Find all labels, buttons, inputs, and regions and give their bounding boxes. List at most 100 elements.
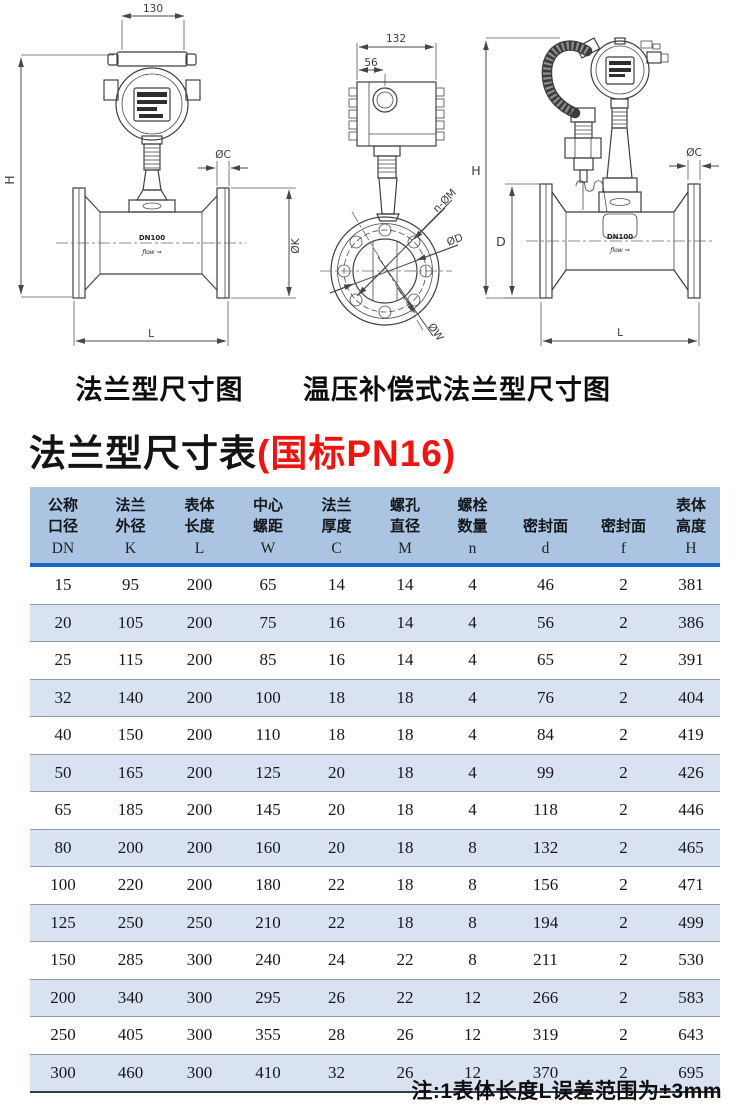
dim-label-n-om: n-ØM bbox=[431, 187, 459, 215]
header-text: DN bbox=[51, 540, 75, 557]
table-cell: 355 bbox=[234, 1016, 302, 1055]
table-cell: 22 bbox=[302, 866, 371, 905]
table-row-dn-200: 200 340 300 295 26 22 12 266 2 583 bbox=[30, 979, 720, 1017]
header-text: n bbox=[468, 540, 477, 557]
table-cell: 18 bbox=[371, 791, 439, 830]
table-cell: 26 bbox=[371, 1054, 439, 1093]
table-cell: 15 bbox=[30, 565, 96, 605]
dim-label-d: D bbox=[496, 234, 506, 249]
flow-logo: ƒlow ⇒ bbox=[141, 249, 161, 256]
table-cell: 20 bbox=[30, 604, 96, 642]
column-header-DN: 公称 口径 DN bbox=[30, 487, 96, 567]
dim-label-oc-left: ØC bbox=[215, 149, 231, 161]
table-cell: 65 bbox=[234, 565, 302, 605]
table-row-dn-125: 125 250 250 210 22 18 8 194 2 499 bbox=[30, 904, 720, 942]
table-cell: 2 bbox=[585, 1016, 662, 1055]
table-cell: 404 bbox=[662, 679, 720, 717]
table-cell: 386 bbox=[662, 604, 720, 642]
table-cell: 4 bbox=[439, 754, 506, 792]
table-cell: 8 bbox=[439, 941, 506, 980]
table-cell: 2 bbox=[585, 979, 662, 1017]
table-cell: 370 bbox=[506, 1054, 585, 1093]
table-cell: 295 bbox=[234, 979, 302, 1017]
table-cell: 200 bbox=[165, 866, 234, 905]
table-cell: 18 bbox=[302, 679, 371, 717]
table-header-row: 公称 口径 DN 法兰 外径 K 表体 长度 L 中心 螺距 W 法兰 厚度 C 螺孔 直径 M 螺栓 数量 n 密封面 d… bbox=[30, 487, 720, 567]
dim-label-oc-right: ØC bbox=[686, 147, 702, 159]
header-text: W bbox=[260, 540, 276, 557]
table-cell: 381 bbox=[662, 565, 720, 605]
table-title-standard: (国标PN16) bbox=[257, 433, 457, 474]
table-cell: 194 bbox=[506, 904, 585, 942]
table-row-dn-300: 300 460 300 410 32 26 12 370 2 695 bbox=[30, 1054, 720, 1093]
table-cell: 26 bbox=[371, 1016, 439, 1055]
table-cell: 132 bbox=[506, 829, 585, 867]
table-cell: 12 bbox=[439, 979, 506, 1017]
table-cell: 22 bbox=[302, 904, 371, 942]
table-cell: 14 bbox=[302, 565, 371, 605]
table-cell: 2 bbox=[585, 754, 662, 792]
header-text: 密封面 bbox=[522, 518, 568, 535]
table-body: 15 95 200 65 14 14 4 46 2 381 20 105 200 75 16 14 4 56 2 38… bbox=[30, 565, 720, 1093]
table-cell: 446 bbox=[662, 791, 720, 830]
table-cell: 160 bbox=[234, 829, 302, 867]
header-text: 法兰 bbox=[115, 497, 146, 514]
table-row-dn-32: 32 140 200 100 18 18 4 76 2 404 bbox=[30, 679, 720, 717]
column-header-W: 中心 螺距 W bbox=[234, 487, 302, 567]
dim-label-h-left: H bbox=[2, 175, 17, 184]
table-row-dn-50: 50 165 200 125 20 18 4 99 2 426 bbox=[30, 754, 720, 792]
table-cell: 2 bbox=[585, 716, 662, 755]
table-cell: 65 bbox=[506, 641, 585, 680]
height-diameter-dims: H D bbox=[471, 37, 560, 299]
table-cell: 18 bbox=[302, 716, 371, 755]
table-cell: 85 bbox=[234, 641, 302, 680]
table-cell: 18 bbox=[371, 829, 439, 867]
dim-label-od: ØD bbox=[445, 232, 465, 249]
table-cell: 32 bbox=[30, 679, 96, 717]
table-cell: 410 bbox=[234, 1054, 302, 1093]
table-cell: 12 bbox=[439, 1054, 506, 1093]
header-text: 数量 bbox=[457, 518, 488, 535]
header-text: 螺距 bbox=[252, 518, 283, 535]
table-cell: 200 bbox=[165, 604, 234, 642]
table-cell: 25 bbox=[30, 641, 96, 680]
table-cell: 4 bbox=[439, 604, 506, 642]
table-cell: 200 bbox=[165, 754, 234, 792]
dim-label-h-right: H bbox=[471, 163, 480, 178]
table-cell: 340 bbox=[96, 979, 165, 1017]
table-cell: 75 bbox=[234, 604, 302, 642]
table-cell: 200 bbox=[165, 641, 234, 680]
table-cell: 150 bbox=[96, 716, 165, 755]
header-text: 口径 bbox=[47, 518, 78, 535]
pipe-size-label: DN100 bbox=[139, 234, 165, 242]
table-cell: 20 bbox=[302, 754, 371, 792]
table-cell: 118 bbox=[506, 791, 585, 830]
table-row-dn-80: 80 200 200 160 20 18 8 132 2 465 bbox=[30, 829, 720, 867]
header-text bbox=[506, 495, 585, 516]
table-cell: 2 bbox=[585, 604, 662, 642]
table-cell: 185 bbox=[96, 791, 165, 830]
header-text: 法兰 bbox=[321, 497, 352, 514]
table-cell: 18 bbox=[371, 679, 439, 717]
dim-label-ok: ØK bbox=[290, 237, 302, 253]
header-text: 螺孔 bbox=[389, 497, 420, 514]
table-cell: 2 bbox=[585, 941, 662, 980]
table-cell: 2 bbox=[585, 1054, 662, 1093]
dim-label-ow: ØW bbox=[425, 321, 446, 344]
table-cell: 300 bbox=[165, 1016, 234, 1055]
table-cell: 460 bbox=[96, 1054, 165, 1093]
table-cell: 530 bbox=[662, 941, 720, 980]
header-text: 长度 bbox=[184, 518, 215, 535]
table-cell: 200 bbox=[165, 791, 234, 830]
header-text: K bbox=[124, 540, 137, 557]
table-cell: 200 bbox=[165, 565, 234, 605]
table-cell: 24 bbox=[302, 941, 371, 980]
table-cell: 16 bbox=[302, 641, 371, 680]
header-text: 直径 bbox=[389, 518, 420, 535]
caption-flange-type: 法兰型尺寸图 bbox=[75, 375, 244, 405]
table-cell: 8 bbox=[439, 829, 506, 867]
caption-compensated-type: 温压补偿式法兰型尺寸图 bbox=[303, 375, 611, 405]
table-cell: 300 bbox=[30, 1054, 96, 1093]
table-cell: 4 bbox=[439, 679, 506, 717]
